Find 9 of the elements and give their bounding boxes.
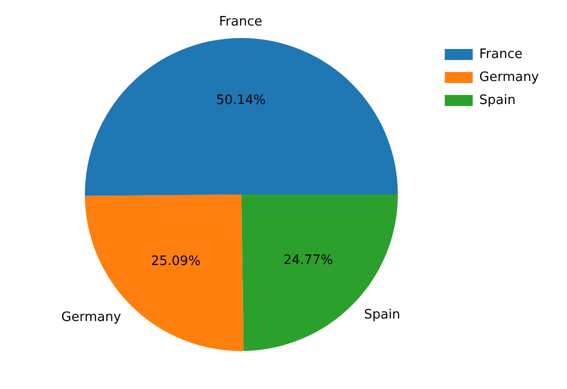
slice-label: France: [219, 14, 262, 30]
data-label: 50.14%: [216, 92, 266, 108]
data-label: 24.77%: [283, 252, 334, 268]
legend-label: Germany: [479, 70, 540, 85]
legend-label: Spain: [479, 92, 516, 108]
slice-label: Spain: [364, 308, 400, 323]
data-label: 25.09%: [150, 254, 201, 270]
slice-label: Germany: [61, 310, 122, 326]
legend-label: France: [479, 46, 522, 62]
